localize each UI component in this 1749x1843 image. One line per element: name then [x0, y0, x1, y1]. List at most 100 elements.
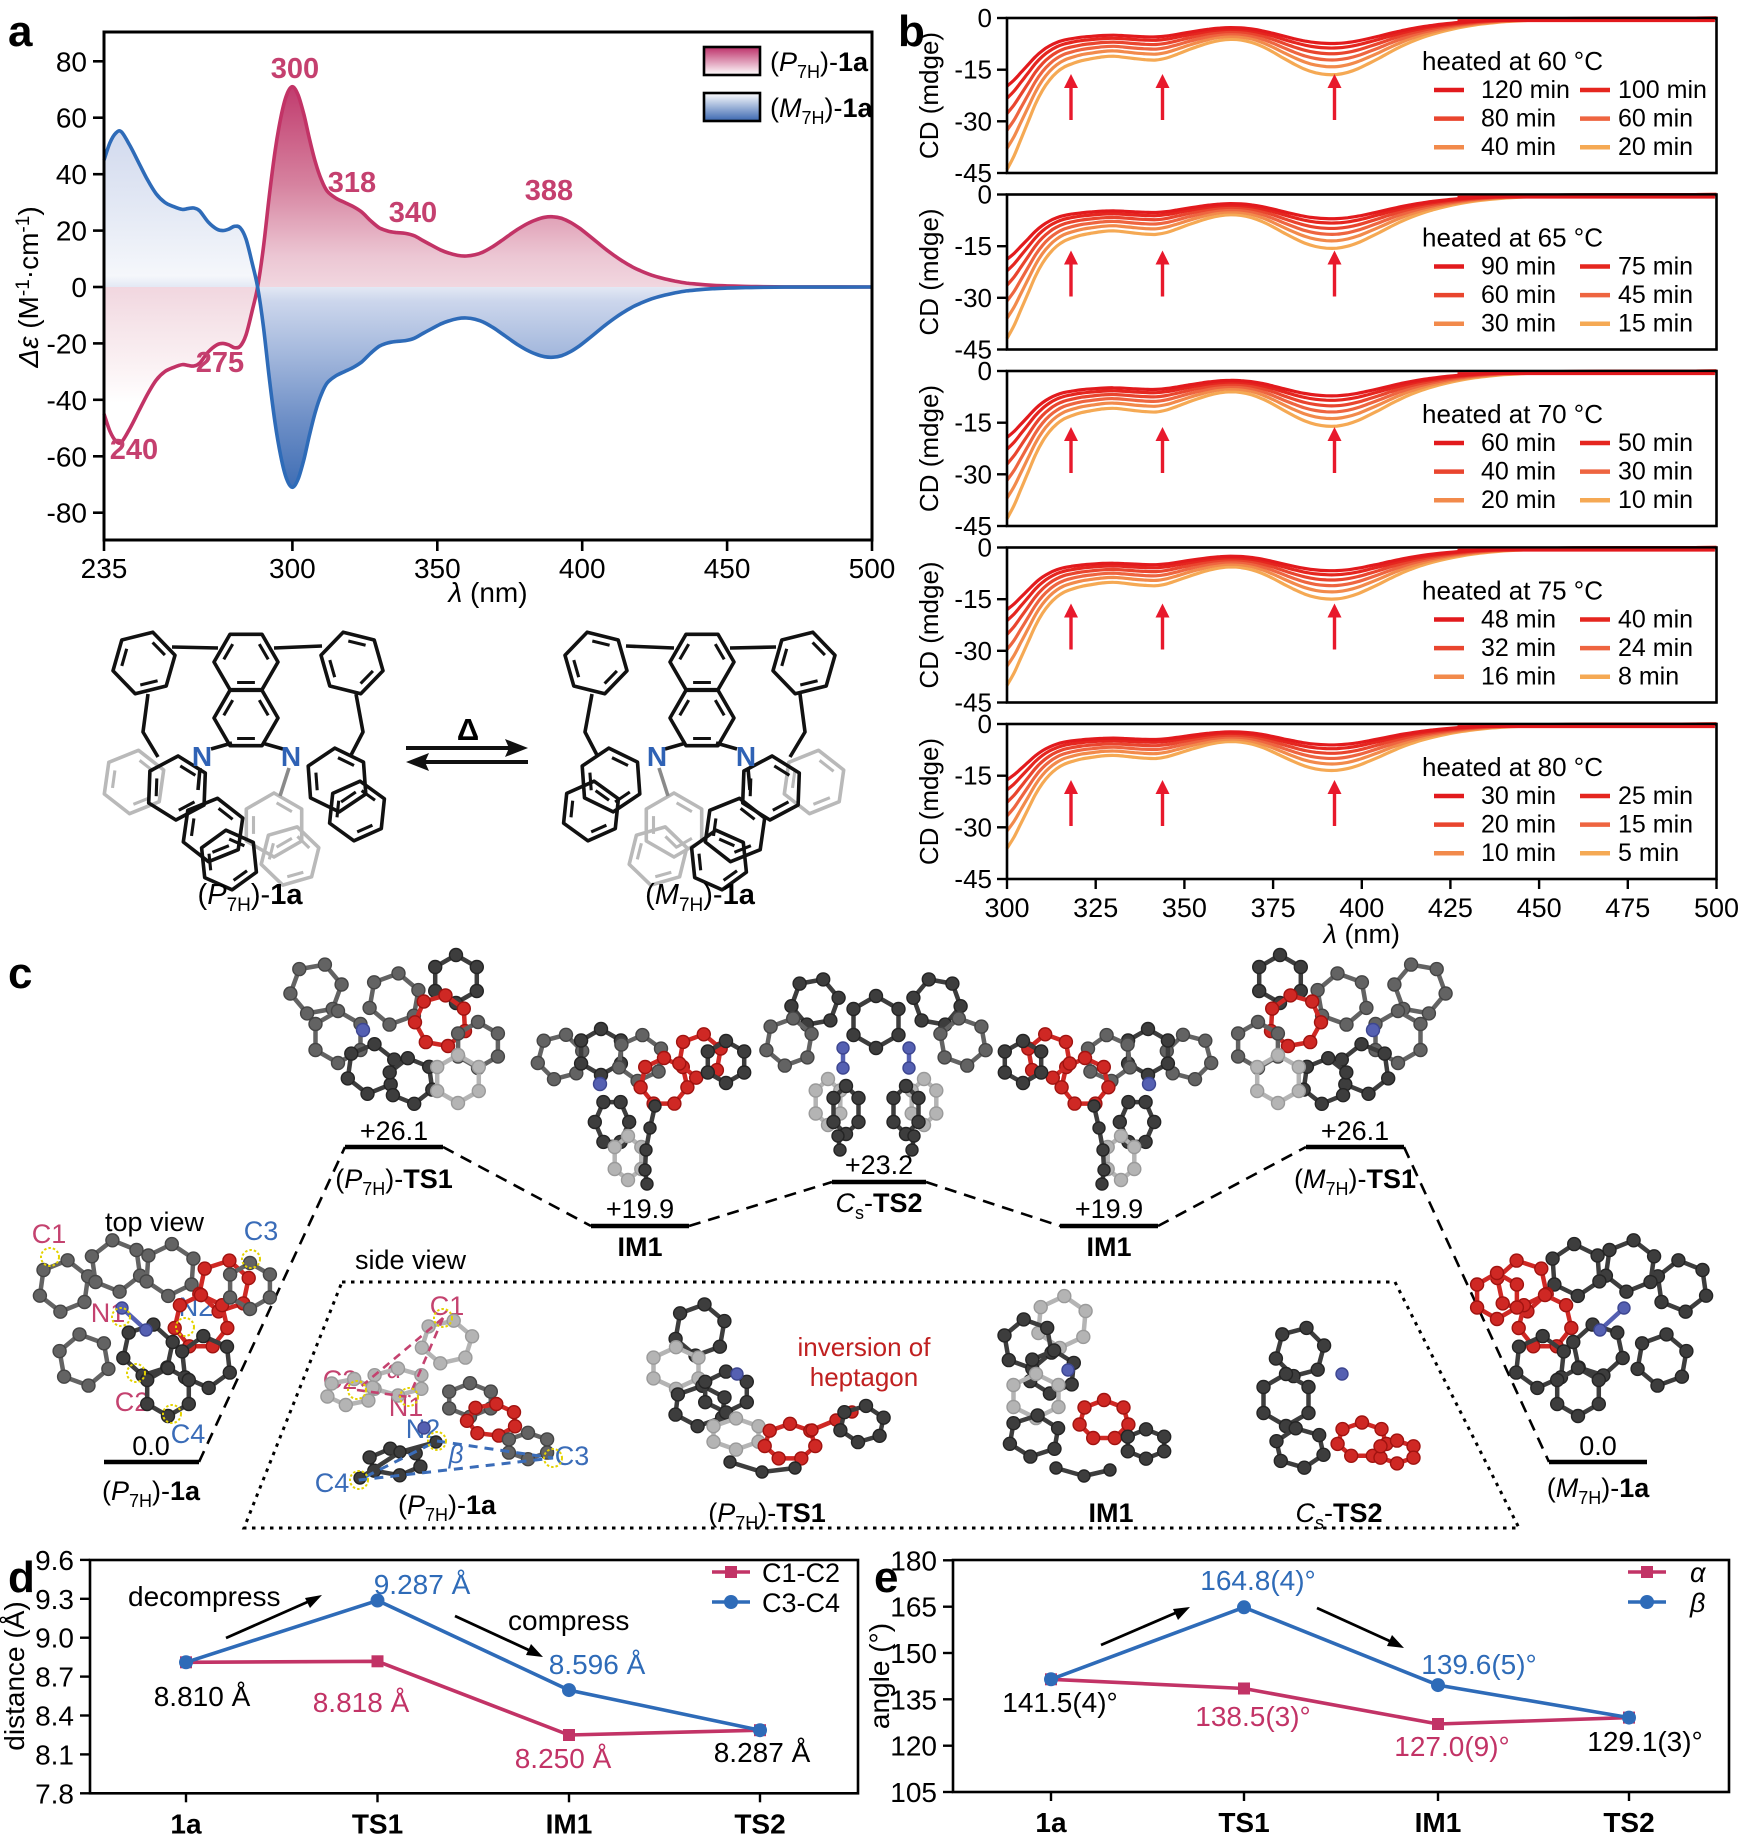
svg-text:10 min: 10 min — [1618, 486, 1693, 514]
svg-text:20: 20 — [56, 216, 87, 247]
svg-text:-30: -30 — [954, 459, 992, 489]
svg-text:-15: -15 — [954, 408, 992, 438]
svg-text:45 min: 45 min — [1618, 281, 1693, 309]
svg-text:C3: C3 — [555, 1441, 590, 1471]
svg-text:β: β — [448, 1439, 464, 1469]
svg-text:8.810 Å: 8.810 Å — [154, 1681, 251, 1712]
svg-text:141.5(4)°: 141.5(4)° — [1002, 1687, 1118, 1718]
svg-text:500: 500 — [1694, 893, 1739, 923]
svg-text:30 min: 30 min — [1481, 782, 1556, 810]
svg-text:(P7H)-1a: (P7H)-1a — [102, 1476, 201, 1511]
svg-text:164.8(4)°: 164.8(4)° — [1200, 1565, 1316, 1596]
svg-text:300: 300 — [269, 553, 316, 584]
svg-text:e: e — [874, 1553, 898, 1602]
svg-text:-30: -30 — [954, 106, 992, 136]
svg-text:(P7H)-1a: (P7H)-1a — [198, 879, 304, 916]
svg-text:10 min: 10 min — [1481, 839, 1556, 867]
svg-text:9.6: 9.6 — [35, 1545, 74, 1576]
svg-text:7.8: 7.8 — [35, 1778, 74, 1809]
svg-text:N: N — [281, 741, 301, 772]
svg-text:λ (nm): λ (nm) — [1322, 919, 1400, 949]
svg-text:-30: -30 — [954, 636, 992, 666]
svg-text:20 min: 20 min — [1481, 811, 1556, 839]
svg-text:N: N — [647, 741, 667, 772]
svg-text:1a: 1a — [170, 1808, 202, 1839]
svg-text:CD (mdge): CD (mdge) — [914, 385, 944, 512]
svg-text:0: 0 — [978, 709, 992, 739]
svg-text:9.287 Å: 9.287 Å — [374, 1569, 471, 1600]
svg-text:475: 475 — [1605, 893, 1650, 923]
svg-text:8.287 Å: 8.287 Å — [714, 1737, 811, 1768]
svg-text:CD (mdge): CD (mdge) — [914, 208, 944, 335]
svg-text:0.0: 0.0 — [1579, 1431, 1617, 1461]
svg-text:375: 375 — [1251, 893, 1296, 923]
svg-text:CD (mdge): CD (mdge) — [914, 738, 944, 865]
svg-text:40 min: 40 min — [1618, 606, 1693, 634]
svg-text:500: 500 — [849, 553, 896, 584]
svg-text:C1-C2: C1-C2 — [762, 1558, 840, 1588]
svg-text:+23.2: +23.2 — [845, 1150, 913, 1180]
svg-text:235: 235 — [81, 553, 128, 584]
svg-text:a: a — [8, 7, 33, 56]
svg-text:+26.1: +26.1 — [1321, 1116, 1389, 1146]
svg-text:0: 0 — [978, 180, 992, 210]
svg-text:100 min: 100 min — [1618, 76, 1707, 104]
svg-text:5 min: 5 min — [1618, 839, 1679, 867]
svg-text:388: 388 — [525, 175, 573, 207]
svg-text:1a: 1a — [1035, 1807, 1067, 1838]
svg-text:Δ: Δ — [457, 712, 479, 747]
svg-text:heated at 75 °C: heated at 75 °C — [1422, 576, 1603, 606]
svg-text:c: c — [8, 949, 32, 998]
svg-text:80 min: 80 min — [1481, 105, 1556, 133]
svg-text:450: 450 — [1517, 893, 1562, 923]
svg-text:angle (°): angle (°) — [864, 1623, 895, 1729]
svg-text:0: 0 — [978, 3, 992, 33]
svg-text:C1: C1 — [32, 1219, 67, 1249]
svg-text:80: 80 — [56, 46, 87, 77]
svg-text:d: d — [8, 1553, 35, 1602]
svg-text:N: N — [736, 741, 756, 772]
svg-text:-15: -15 — [954, 761, 992, 791]
svg-text:-40: -40 — [47, 385, 87, 416]
svg-text:240: 240 — [110, 434, 158, 466]
svg-text:CD (mdge): CD (mdge) — [914, 32, 944, 159]
svg-text:+19.9: +19.9 — [606, 1194, 674, 1224]
svg-text:400: 400 — [1339, 893, 1384, 923]
svg-text:8 min: 8 min — [1618, 663, 1679, 691]
svg-text:(M7H)-1a: (M7H)-1a — [645, 879, 756, 916]
svg-text:C3: C3 — [244, 1216, 279, 1246]
svg-text:340: 340 — [389, 197, 437, 229]
svg-text:(P7H)-TS1: (P7H)-TS1 — [708, 1498, 826, 1533]
svg-text:(P7H)-1a: (P7H)-1a — [398, 1490, 497, 1525]
svg-text:N: N — [192, 741, 212, 772]
svg-text:48 min: 48 min — [1481, 606, 1556, 634]
svg-text:heated at 60 °C: heated at 60 °C — [1422, 46, 1603, 76]
svg-text:IM1: IM1 — [546, 1808, 593, 1839]
svg-text:-45: -45 — [954, 335, 992, 365]
svg-text:-80: -80 — [47, 498, 87, 529]
svg-text:IM1: IM1 — [1415, 1807, 1462, 1838]
svg-text:8.818 Å: 8.818 Å — [313, 1687, 410, 1718]
svg-text:60 min: 60 min — [1481, 281, 1556, 309]
svg-text:(M7H)-TS1: (M7H)-TS1 — [1294, 1164, 1416, 1199]
svg-text:-60: -60 — [47, 441, 87, 472]
svg-text:0: 0 — [978, 356, 992, 386]
svg-text:Cs-TS2: Cs-TS2 — [1295, 1498, 1382, 1533]
svg-text:60 min: 60 min — [1618, 105, 1693, 133]
svg-text:-15: -15 — [954, 55, 992, 85]
svg-text:(M7H)-1a: (M7H)-1a — [1547, 1473, 1651, 1508]
svg-text:distance (Å): distance (Å) — [0, 1601, 30, 1750]
svg-text:IM1: IM1 — [617, 1232, 662, 1262]
svg-text:60 min: 60 min — [1481, 429, 1556, 457]
svg-text:50 min: 50 min — [1618, 429, 1693, 457]
svg-text:350: 350 — [414, 553, 461, 584]
svg-text:138.5(3)°: 138.5(3)° — [1195, 1701, 1311, 1732]
svg-text:425: 425 — [1428, 893, 1473, 923]
svg-text:40 min: 40 min — [1481, 133, 1556, 161]
svg-text:60: 60 — [56, 103, 87, 134]
svg-text:139.6(5)°: 139.6(5)° — [1421, 1649, 1537, 1680]
svg-text:318: 318 — [328, 167, 376, 199]
svg-text:-15: -15 — [954, 584, 992, 614]
svg-text:IM1: IM1 — [1086, 1232, 1131, 1262]
svg-text:-45: -45 — [954, 158, 992, 188]
